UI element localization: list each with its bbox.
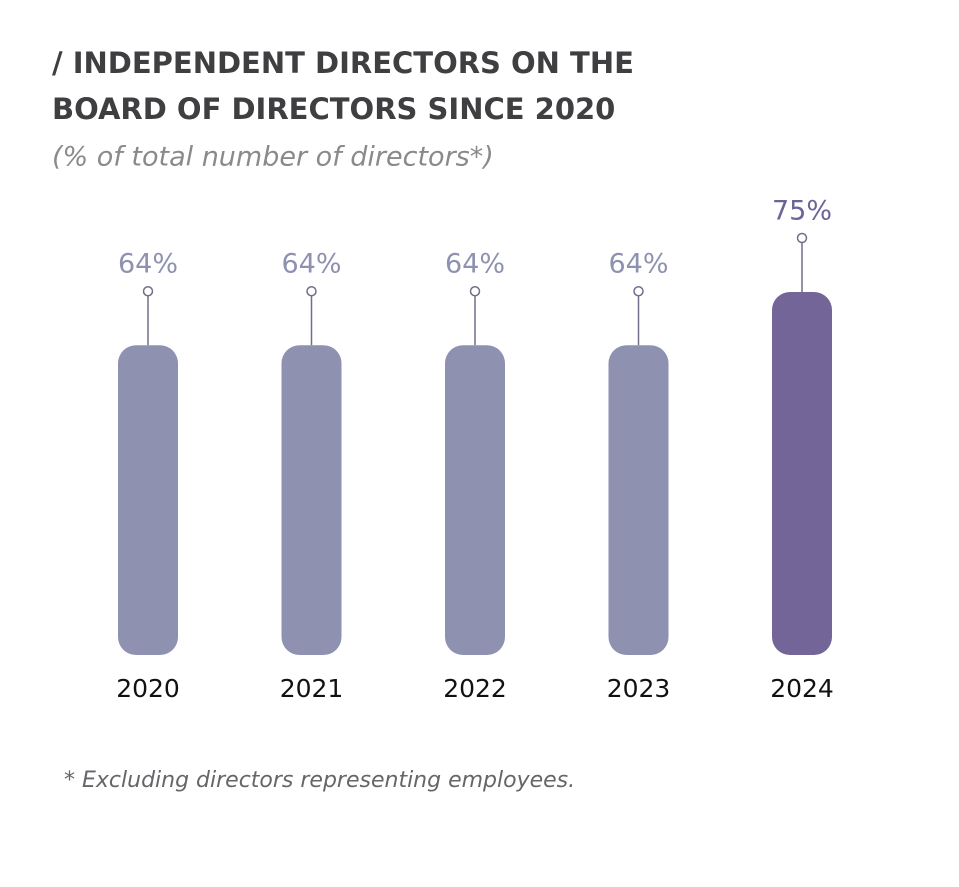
value-label: 64% bbox=[608, 249, 668, 280]
x-tick-label: 2020 bbox=[116, 674, 180, 703]
stem-dot bbox=[142, 285, 154, 297]
chart-subtitle: (% of total number of directors*) bbox=[52, 142, 494, 173]
x-tick-label: 2021 bbox=[280, 674, 344, 703]
value-label: 64% bbox=[118, 249, 178, 280]
value-label: 75% bbox=[772, 196, 832, 227]
chart-title: BOARD OF DIRECTORS SINCE 2020 bbox=[52, 92, 615, 126]
footnote: * Excluding directors representing emplo… bbox=[64, 768, 575, 793]
stem-dot bbox=[796, 232, 808, 244]
bar bbox=[118, 345, 178, 655]
chart-title: / INDEPENDENT DIRECTORS ON THE bbox=[52, 46, 634, 80]
bar bbox=[281, 345, 342, 655]
bar bbox=[445, 345, 505, 655]
bar bbox=[772, 292, 832, 655]
value-label: 64% bbox=[281, 249, 341, 280]
x-tick-label: 2022 bbox=[443, 674, 507, 703]
stem-dot bbox=[633, 285, 644, 297]
stem-dot bbox=[306, 285, 317, 297]
stem-dot bbox=[469, 285, 481, 297]
x-tick-label: 2024 bbox=[770, 674, 834, 703]
bar bbox=[608, 345, 669, 655]
value-label: 64% bbox=[445, 249, 505, 280]
x-tick-label: 2023 bbox=[607, 674, 671, 703]
